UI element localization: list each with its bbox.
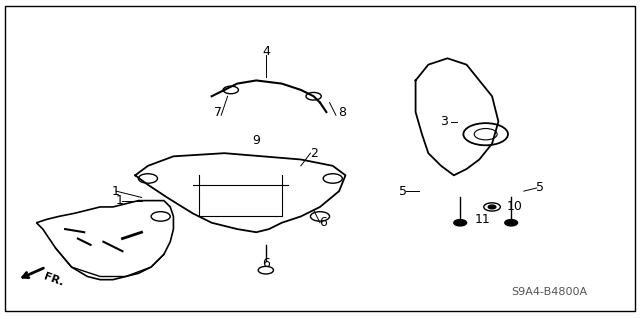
Text: FR.: FR.: [43, 271, 65, 288]
Text: 1: 1: [115, 194, 124, 207]
Text: 1: 1: [112, 185, 120, 198]
Circle shape: [505, 219, 518, 226]
Text: 6: 6: [319, 216, 327, 229]
Text: 3: 3: [440, 115, 448, 128]
Text: 7: 7: [214, 106, 222, 119]
Text: 8: 8: [339, 106, 346, 119]
Text: 9: 9: [252, 134, 260, 147]
Circle shape: [454, 219, 467, 226]
Text: 10: 10: [506, 200, 522, 213]
Text: 11: 11: [475, 213, 490, 226]
Circle shape: [488, 205, 496, 209]
Text: 6: 6: [262, 257, 270, 271]
Text: S9A4-B4800A: S9A4-B4800A: [511, 287, 588, 297]
Text: 4: 4: [262, 46, 270, 58]
Text: 5: 5: [399, 185, 407, 198]
Text: 2: 2: [310, 147, 317, 160]
Text: 5: 5: [536, 182, 544, 195]
